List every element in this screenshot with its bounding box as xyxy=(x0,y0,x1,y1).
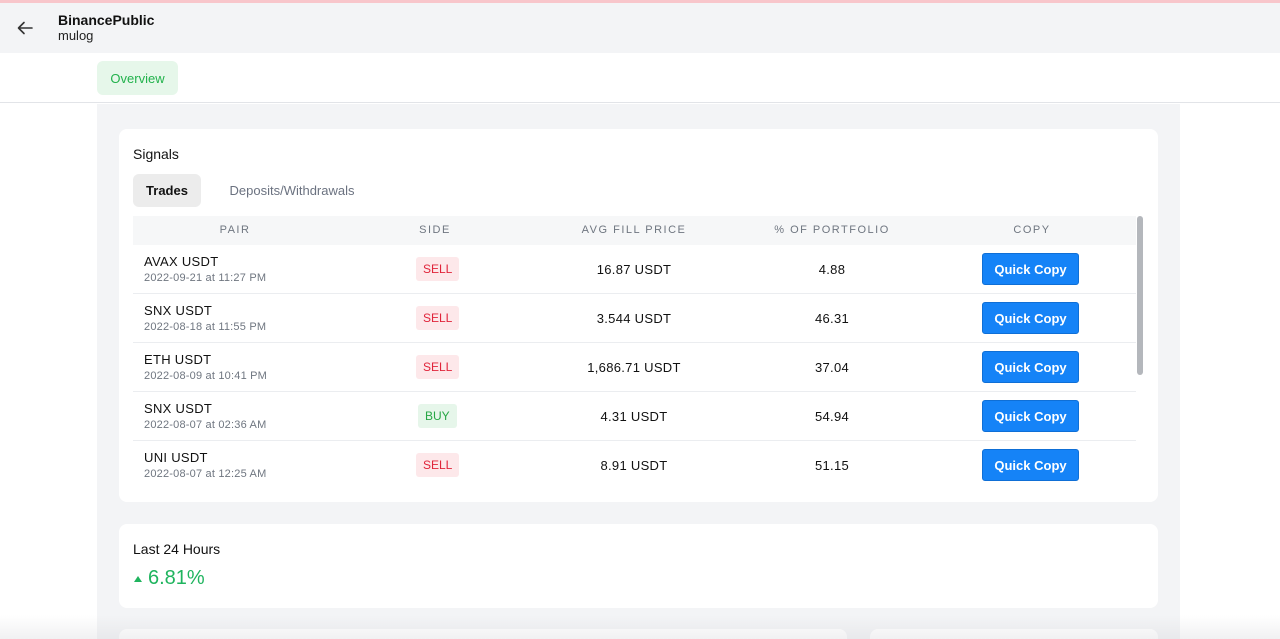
portfolio-percent: 37.04 xyxy=(814,360,850,375)
pair-name: UNI USDT xyxy=(144,450,208,465)
pair-name: SNX USDT xyxy=(144,401,213,416)
side-badge: SELL xyxy=(416,355,460,379)
column-header-pair: PAIR xyxy=(219,224,251,236)
bottom-card-right xyxy=(870,629,1158,639)
trade-date: 2022-08-07 at 02:36 AM xyxy=(144,419,267,431)
table-scrollbar-thumb[interactable] xyxy=(1137,216,1143,375)
tab-bar: Overview xyxy=(0,53,1280,103)
last-24-hours-title: Last 24 Hours xyxy=(133,541,221,557)
quick-copy-button[interactable]: Quick Copy xyxy=(982,253,1079,285)
last-24-hours-change: 6.81% xyxy=(133,567,205,590)
subtab-deposits-withdrawals[interactable]: Deposits/Withdrawals xyxy=(229,183,355,198)
portfolio-percent: 54.94 xyxy=(814,409,850,424)
table-row: SNX USDT 2022-08-18 at 11:55 PM SELL 3.5… xyxy=(133,294,1136,343)
avg-fill-price: 3.544 USDT xyxy=(596,311,672,326)
quick-copy-button[interactable]: Quick Copy xyxy=(982,449,1079,481)
column-header-copy: COPY xyxy=(1013,224,1051,236)
column-header-portfolio: % OF PORTFOLIO xyxy=(774,224,890,236)
pair-name: ETH USDT xyxy=(144,352,212,367)
arrow-left-icon xyxy=(17,21,33,35)
side-badge: SELL xyxy=(416,257,460,281)
top-accent-line xyxy=(0,0,1280,3)
portfolio-percent: 46.31 xyxy=(814,311,850,326)
table-row: AVAX USDT 2022-09-21 at 11:27 PM SELL 16… xyxy=(133,245,1136,294)
avg-fill-price: 4.31 USDT xyxy=(600,409,668,424)
side-badge: SELL xyxy=(416,453,460,477)
column-header-avg-fill-price: AVG FILL PRICE xyxy=(581,224,687,236)
trade-date: 2022-08-07 at 12:25 AM xyxy=(144,468,267,480)
change-value: 6.81% xyxy=(148,567,205,589)
app-title: BinancePublic xyxy=(58,12,155,28)
table-row: SNX USDT 2022-08-07 at 02:36 AM BUY 4.31… xyxy=(133,392,1136,441)
pair-name: AVAX USDT xyxy=(144,254,219,269)
avg-fill-price: 16.87 USDT xyxy=(596,262,672,277)
subtab-trades[interactable]: Trades xyxy=(133,174,201,207)
side-badge: BUY xyxy=(418,404,457,428)
app-subtitle: mulog xyxy=(58,28,94,43)
tab-overview[interactable]: Overview xyxy=(97,61,178,95)
table-row: ETH USDT 2022-08-09 at 10:41 PM SELL 1,6… xyxy=(133,343,1136,392)
side-badge: SELL xyxy=(416,306,460,330)
quick-copy-button[interactable]: Quick Copy xyxy=(982,400,1079,432)
trade-date: 2022-08-09 at 10:41 PM xyxy=(144,370,268,382)
trade-date: 2022-08-18 at 11:55 PM xyxy=(144,321,267,333)
quick-copy-button[interactable]: Quick Copy xyxy=(982,351,1079,383)
signals-title: Signals xyxy=(133,146,179,162)
column-header-side: SIDE xyxy=(419,224,451,236)
trade-date: 2022-09-21 at 11:27 PM xyxy=(144,272,267,284)
table-header: PAIR SIDE AVG FILL PRICE % OF PORTFOLIO … xyxy=(133,216,1136,245)
signals-card: Signals Trades Deposits/Withdrawals PAIR… xyxy=(119,129,1158,502)
portfolio-percent: 4.88 xyxy=(818,262,846,277)
back-button[interactable] xyxy=(12,15,38,41)
last-24-hours-card: Last 24 Hours 6.81% xyxy=(119,524,1158,608)
table-row: UNI USDT 2022-08-07 at 12:25 AM SELL 8.9… xyxy=(133,441,1136,486)
portfolio-percent: 51.15 xyxy=(814,458,850,473)
pair-name: SNX USDT xyxy=(144,303,213,318)
quick-copy-button[interactable]: Quick Copy xyxy=(982,302,1079,334)
triangle-up-icon xyxy=(134,575,142,582)
signals-table[interactable]: PAIR SIDE AVG FILL PRICE % OF PORTFOLIO … xyxy=(133,216,1136,486)
bottom-card-left xyxy=(119,629,847,639)
avg-fill-price: 8.91 USDT xyxy=(600,458,668,473)
avg-fill-price: 1,686.71 USDT xyxy=(587,360,681,375)
app-header: BinancePublic mulog xyxy=(0,3,1280,53)
